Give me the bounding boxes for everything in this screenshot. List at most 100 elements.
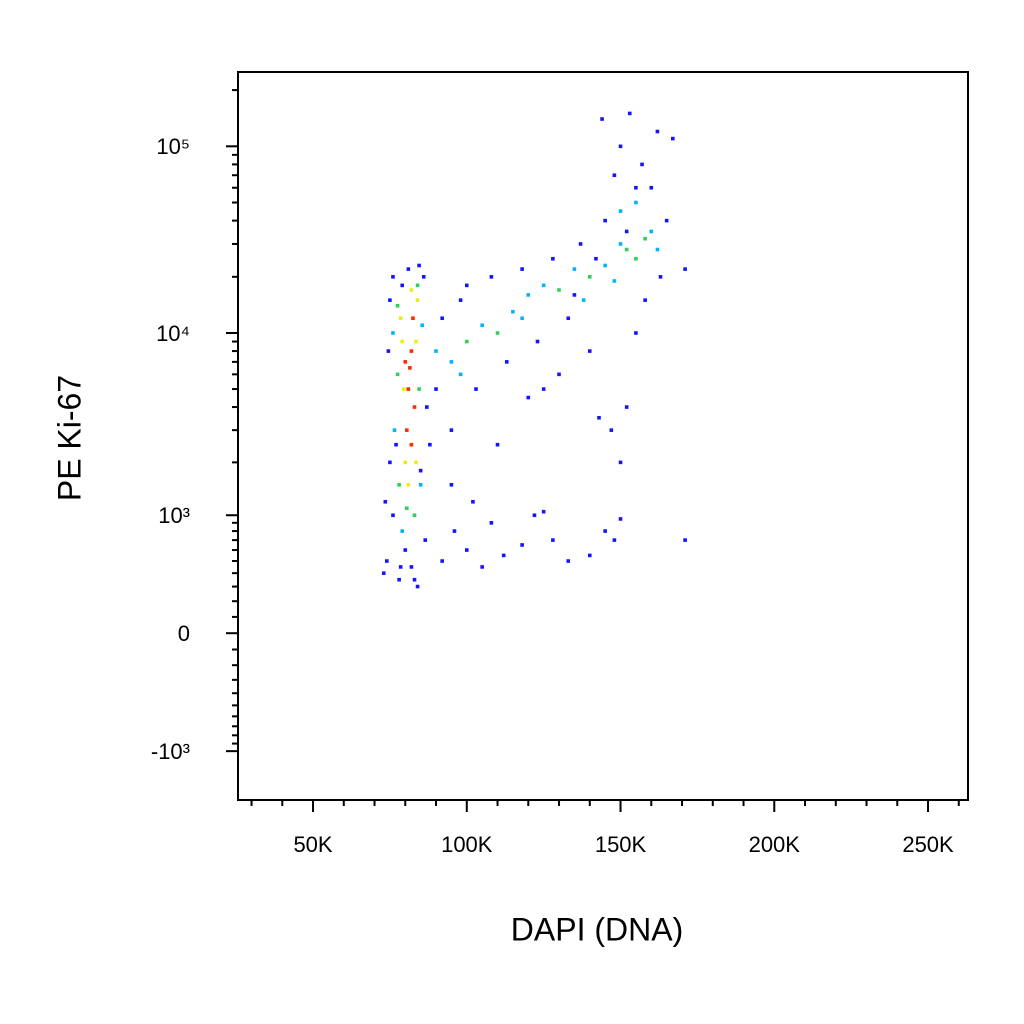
- data-point: [566, 559, 571, 563]
- data-point: [434, 349, 438, 353]
- data-point: [541, 387, 546, 391]
- x-tick-label: 100K: [441, 832, 493, 857]
- data-point: [474, 387, 478, 391]
- data-point: [655, 247, 660, 252]
- data-point: [400, 339, 405, 344]
- data-point: [415, 298, 420, 302]
- data-point: [440, 316, 444, 321]
- data-point: [449, 428, 454, 432]
- data-point: [409, 288, 414, 292]
- data-point: [649, 229, 654, 234]
- data-point: [418, 482, 423, 487]
- data-point: [597, 415, 601, 420]
- data-point: [600, 117, 604, 121]
- data-point: [397, 577, 401, 582]
- data-point: [464, 548, 469, 552]
- data-point: [403, 460, 408, 465]
- data-point: [634, 331, 638, 335]
- data-point: [414, 460, 418, 465]
- data-point: [400, 529, 405, 533]
- data-point: [566, 316, 571, 321]
- data-point: [480, 323, 484, 328]
- data-point: [421, 275, 426, 279]
- data-point: [412, 577, 417, 582]
- data-point: [603, 263, 607, 268]
- data-point: [683, 538, 687, 542]
- y-tick-label: 0: [178, 621, 190, 646]
- data-point: [388, 298, 392, 302]
- data-point: [388, 460, 392, 465]
- y-tick-label: -10³: [151, 739, 190, 764]
- data-point: [489, 521, 494, 525]
- data-point: [624, 247, 629, 252]
- data-point: [405, 506, 409, 511]
- data-point: [395, 303, 400, 308]
- data-point: [418, 468, 423, 473]
- data-point: [409, 442, 414, 447]
- data-point: [391, 275, 395, 279]
- data-point: [504, 360, 509, 364]
- data-point: [634, 200, 638, 205]
- data-point: [603, 529, 607, 533]
- data-point: [381, 571, 386, 575]
- data-point: [395, 372, 400, 377]
- x-tick-label: 50K: [293, 832, 332, 857]
- data-point: [612, 279, 617, 283]
- data-point: [392, 428, 397, 432]
- data-point: [658, 275, 663, 279]
- data-point: [581, 298, 586, 302]
- data-point: [618, 460, 623, 465]
- data-point: [452, 529, 457, 533]
- data-point: [423, 538, 428, 542]
- data-point: [541, 283, 546, 288]
- data-point: [495, 442, 500, 447]
- data-point: [551, 538, 555, 542]
- y-tick-label: 10⁴: [156, 321, 190, 346]
- data-point: [406, 482, 411, 487]
- data-point: [634, 185, 638, 190]
- data-point: [520, 543, 524, 547]
- data-point: [603, 218, 607, 223]
- data-point: [511, 309, 515, 314]
- data-point: [420, 323, 424, 328]
- data-point: [428, 442, 432, 447]
- data-point: [417, 263, 421, 268]
- data-point: [541, 509, 546, 514]
- data-point: [414, 339, 418, 344]
- data-point: [409, 565, 414, 569]
- plot-frame: [237, 71, 969, 801]
- data-point: [671, 136, 675, 141]
- data-point: [526, 293, 531, 297]
- data-point: [412, 513, 417, 518]
- data-point: [634, 256, 638, 261]
- data-point: [458, 298, 463, 302]
- data-point: [434, 387, 438, 391]
- data-point: [405, 428, 409, 432]
- data-point: [417, 387, 421, 391]
- data-point: [643, 236, 647, 241]
- x-tick-label: 250K: [902, 832, 954, 857]
- data-point: [587, 553, 592, 558]
- data-point: [409, 349, 414, 353]
- data-point: [501, 553, 506, 558]
- data-point: [398, 565, 403, 569]
- data-point: [520, 267, 524, 271]
- data-point: [624, 229, 629, 234]
- y-axis-label: PE Ki-67: [51, 375, 87, 501]
- data-point: [391, 331, 395, 335]
- data-point: [618, 209, 623, 213]
- data-point: [449, 360, 454, 364]
- data-point: [480, 565, 484, 569]
- data-point: [403, 360, 408, 364]
- data-point: [415, 283, 420, 288]
- x-axis-label: DAPI (DNA): [511, 911, 683, 947]
- data-point: [385, 559, 389, 563]
- data-point: [394, 442, 398, 447]
- data-point: [609, 428, 614, 432]
- data-point: [587, 349, 592, 353]
- x-tick-label: 150K: [595, 832, 647, 857]
- data-point: [627, 111, 632, 116]
- data-point: [397, 482, 401, 487]
- data-point: [489, 275, 494, 279]
